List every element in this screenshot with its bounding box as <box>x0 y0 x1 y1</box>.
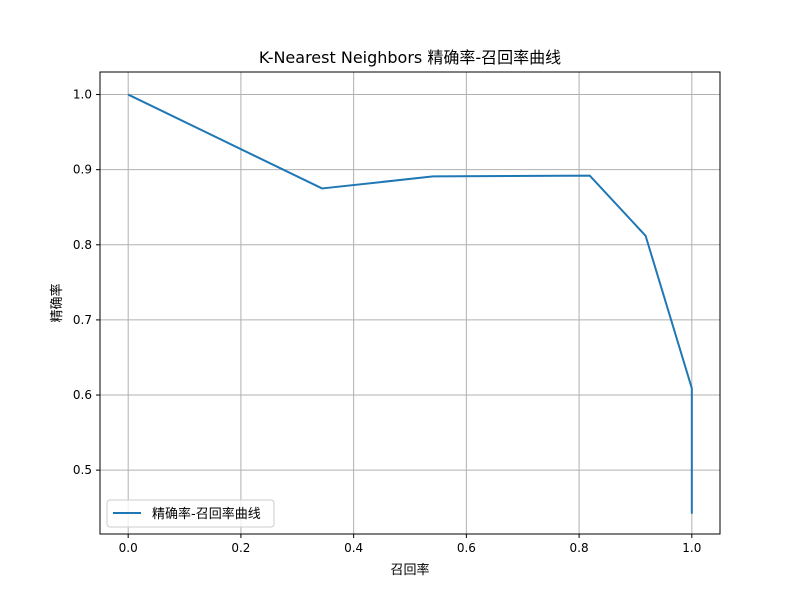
x-tick-label: 1.0 <box>682 541 701 555</box>
legend: 精确率-召回率曲线 <box>106 499 275 528</box>
legend-label: 精确率-召回率曲线 <box>152 506 261 522</box>
x-tick-label: 0.8 <box>570 541 589 555</box>
x-tick-label: 0.4 <box>344 541 363 555</box>
y-tick-label: 0.6 <box>73 388 92 402</box>
y-tick-label: 1.0 <box>73 88 92 102</box>
y-tick-label: 0.8 <box>73 238 92 252</box>
y-tick-label: 0.9 <box>73 163 92 177</box>
plot-area-frame <box>99 71 721 535</box>
x-tick-label: 0.6 <box>457 541 476 555</box>
y-tick-label: 0.7 <box>73 313 92 327</box>
series-layer <box>127 93 693 514</box>
grid-layer <box>100 72 720 534</box>
y-tick-label: 0.5 <box>73 463 92 477</box>
y-axis-label: 精确率 <box>49 283 65 322</box>
series-line <box>127 93 693 514</box>
legend-box <box>106 499 275 528</box>
chart-title: K-Nearest Neighbors 精确率-召回率曲线 <box>259 48 561 67</box>
x-axis-label: 召回率 <box>390 562 429 578</box>
x-tick-label: 0.2 <box>231 541 250 555</box>
x-tick-label: 0.0 <box>119 541 138 555</box>
tick-layer: 0.0 0.2 0.4 0.6 0.8 1.0 0.5 0.6 0.7 0.8 0.9 1.0 <box>73 88 701 555</box>
